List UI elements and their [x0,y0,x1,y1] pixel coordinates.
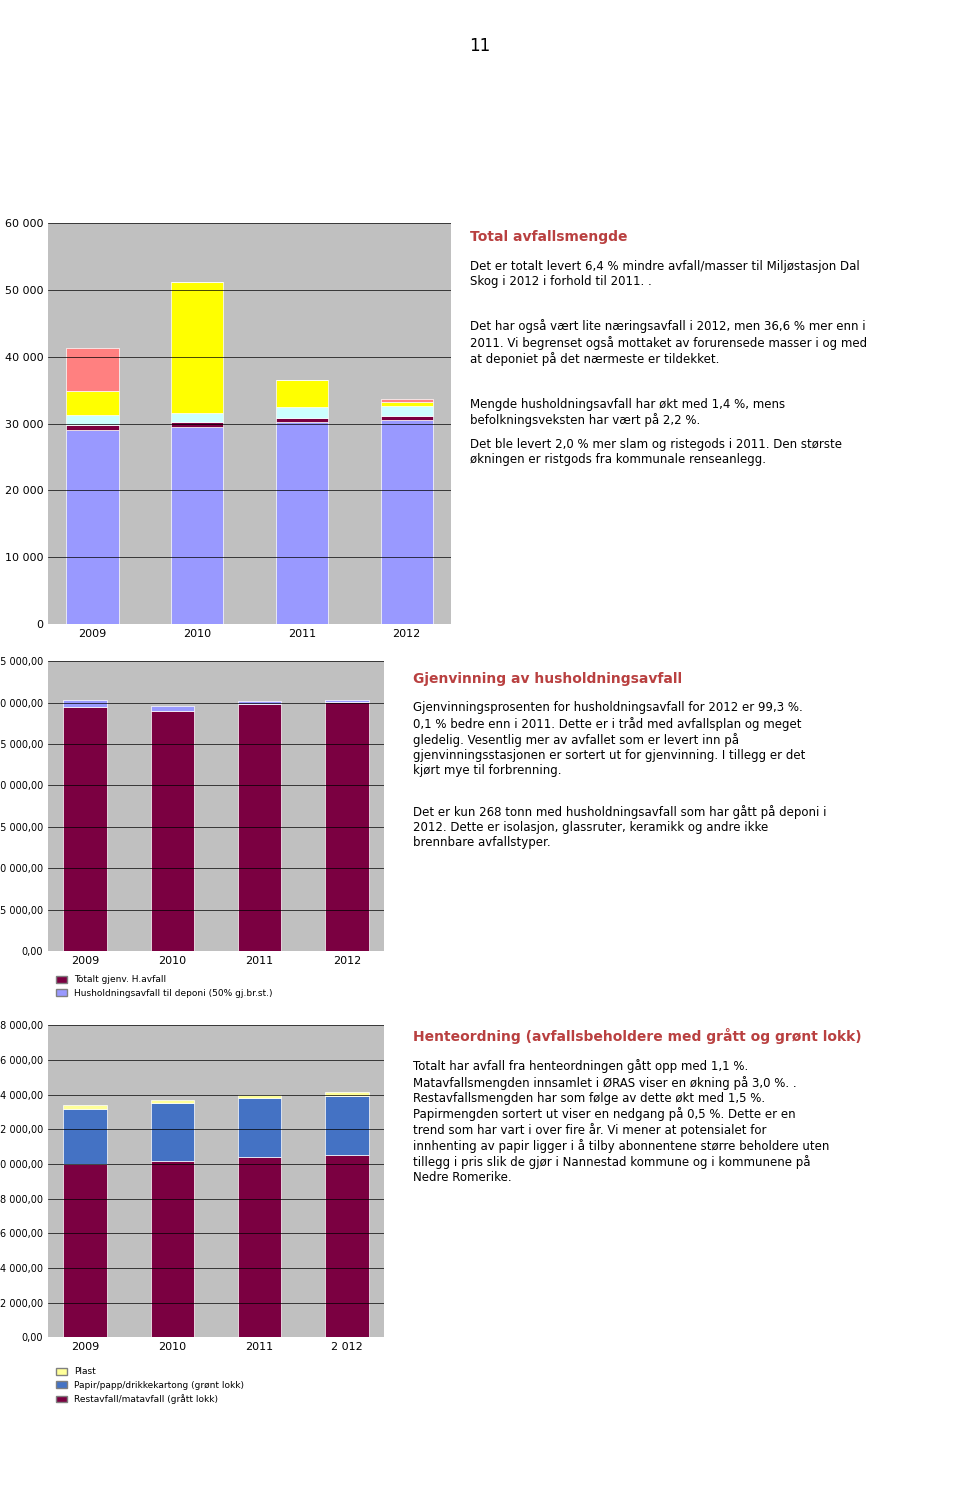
Bar [276,407,328,418]
Bar [171,426,224,624]
Legend: Totalt gjenv. H.avfall, Husholdningsavfall til deponi (50% gj.br.st.): Totalt gjenv. H.avfall, Husholdningsavfa… [53,972,276,1002]
Bar [171,422,224,426]
Bar [380,406,433,416]
Bar [238,1095,281,1098]
Text: 11: 11 [469,37,491,55]
Bar [171,282,224,413]
Bar [276,380,328,407]
Bar [151,710,194,951]
Bar [238,701,281,704]
Text: Gjenvinning av husholdningsavfall: Gjenvinning av husholdningsavfall [413,672,682,685]
Text: Det ble levert 2,0 % mer slam og ristegods i 2011. Den største
økningen er ristg: Det ble levert 2,0 % mer slam og ristego… [470,438,843,467]
Bar [380,400,433,403]
Bar [238,1158,281,1337]
Text: Det er kun 268 tonn med husholdningsavfall som har gått på deponi i
2012. Dette : Det er kun 268 tonn med husholdningsavfa… [413,805,827,850]
Bar [325,1092,369,1095]
Text: avfallsmengder: avfallsmengder [23,95,339,128]
Bar [325,1156,369,1337]
Bar [66,425,119,431]
Text: Total avfallsmengde: Total avfallsmengde [470,230,628,244]
Bar [151,1161,194,1337]
Text: Gjenvinningsprosenten for husholdningsavfall for 2012 er 99,3 %.
0,1 % bedre enn: Gjenvinningsprosenten for husholdningsav… [413,701,805,777]
Text: Det er totalt levert 6,4 % mindre avfall/masser til Miljøstasjon Dal
Skog i 2012: Det er totalt levert 6,4 % mindre avfall… [470,260,860,288]
Bar [380,416,433,421]
Bar [63,1106,107,1109]
Bar [380,421,433,624]
Bar [380,403,433,406]
Bar [325,701,369,951]
Legend: Plast, Papir/papp/drikkekartong (grønt lokk), Restavfall/matavfall (grått lokk): Plast, Papir/papp/drikkekartong (grønt l… [53,1364,248,1407]
Bar [63,707,107,951]
Text: Mengde husholdningsavfall har økt med 1,4 %, mens
befolkningsveksten har vært på: Mengde husholdningsavfall har økt med 1,… [470,398,785,428]
Bar [66,415,119,425]
Text: Totalt har avfall fra henteordningen gått opp med 1,1 %.
Matavfallsmengden innsa: Totalt har avfall fra henteordningen gåt… [413,1060,829,1184]
Bar [151,706,194,710]
Bar [63,700,107,707]
Bar [63,1109,107,1164]
Bar [276,418,328,422]
Bar [325,700,369,701]
Bar [66,348,119,391]
Bar [238,704,281,951]
Bar [151,1103,194,1161]
Legend: Husholdningsavfall, Næringsavfall, Slam og ristgods, Forurensede masse, Dekkmass: Husholdningsavfall, Næringsavfall, Slam … [53,664,292,707]
Bar [325,1095,369,1156]
Text: Det har også vært lite næringsavfall i 2012, men 36,6 % mer enn i
2011. Vi begre: Det har også vært lite næringsavfall i 2… [470,319,868,366]
Bar [238,1098,281,1158]
Bar [151,1100,194,1103]
Bar [276,422,328,624]
Bar [66,431,119,624]
Bar [66,391,119,415]
Bar [63,1164,107,1337]
Bar [171,413,224,422]
Text: Henteordning (avfallsbeholdere med grått og grønt lokk): Henteordning (avfallsbeholdere med grått… [413,1028,861,1045]
